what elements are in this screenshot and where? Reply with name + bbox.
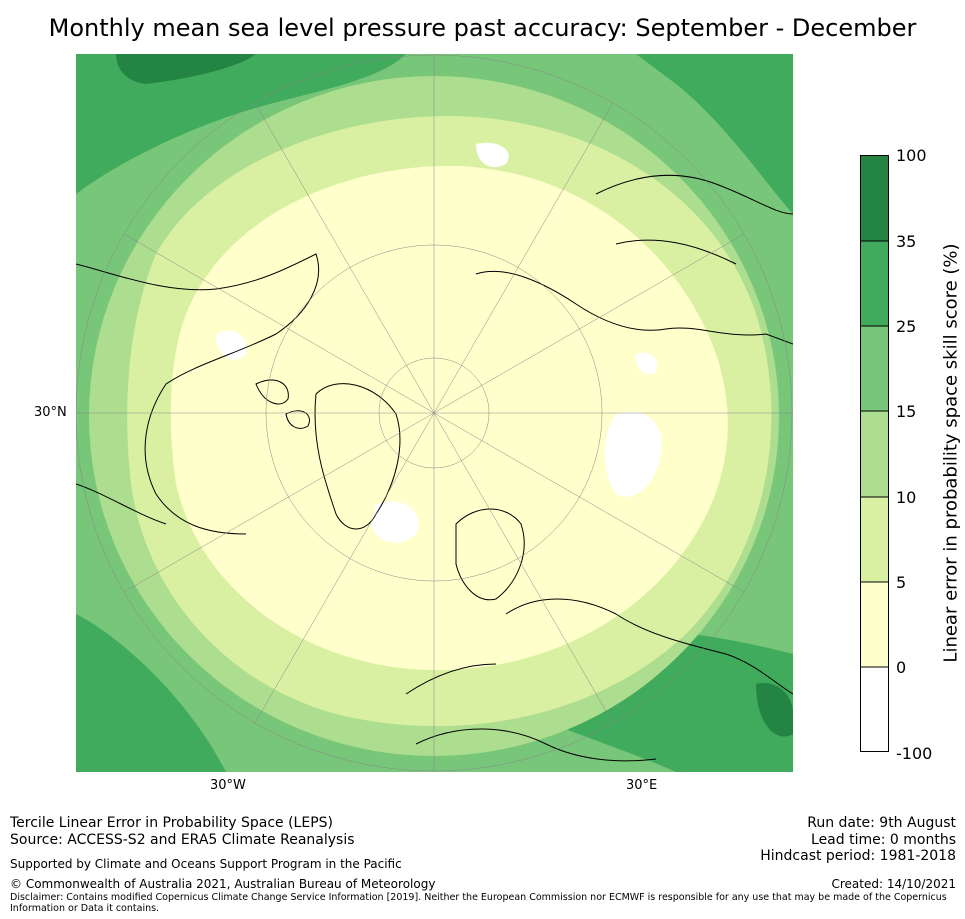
lon-label-30e: 30°E <box>626 778 658 793</box>
skill-zone-high-nw <box>76 54 406 194</box>
skill-zone-negative-1 <box>604 411 662 497</box>
support-text: Supported by Climate and Oceans Support … <box>10 857 402 871</box>
hindcast-text: Hindcast period: 1981-2018 <box>760 848 956 864</box>
skill-zone-high-ne <box>636 54 793 214</box>
colorbar-level-10-15 <box>860 411 889 497</box>
created-text: Created: 14/10/2021 <box>831 877 956 891</box>
coastline-scandinavia <box>455 508 525 601</box>
coastline-eurasia <box>405 270 793 695</box>
skill-zone-negative-4 <box>476 142 509 168</box>
colorbar-level-15-25 <box>860 326 889 411</box>
skill-zone-negative-3 <box>216 330 247 360</box>
coastline-canadian-archipelago <box>255 379 310 429</box>
colorbar-level-neg100-0 <box>860 667 889 752</box>
colorbar-title: Linear error in probability space skill … <box>940 243 962 663</box>
graticule <box>76 54 793 772</box>
chart-title: Monthly mean sea level pressure past acc… <box>48 14 917 42</box>
skill-zone-highest-se <box>756 683 793 737</box>
skill-score-map <box>76 54 793 772</box>
polar-map <box>76 54 793 772</box>
colorbar-level-0-5 <box>860 582 889 667</box>
coastline-siberia <box>595 174 793 265</box>
colorbar-level-25-35 <box>860 241 889 326</box>
skill-zone-negative-2 <box>371 501 419 543</box>
source-text: Source: ACCESS-S2 and ERA5 Climate Reana… <box>10 832 355 848</box>
colorbar-tick: 100 <box>896 146 927 165</box>
run-date-text: Run date: 9th August <box>807 815 956 831</box>
colorbar-tick: 5 <box>896 573 907 592</box>
lead-time-text: Lead time: 0 months <box>811 832 956 848</box>
colorbar <box>860 155 889 752</box>
colorbar-tick: 10 <box>896 488 917 507</box>
lat-label-30n: 30°N <box>34 405 67 420</box>
colorbar-tick: 25 <box>896 317 917 336</box>
coastlines <box>76 174 793 762</box>
disclaimer-text: Disclaimer: Contains modified Copernicus… <box>10 892 947 914</box>
colorbar-swatches <box>860 155 889 752</box>
copyright-text: © Commonwealth of Australia 2021, Austra… <box>10 877 436 891</box>
skill-zone-high-sw <box>76 614 226 772</box>
colorbar-tick: -100 <box>896 744 933 763</box>
skill-zone-lowest <box>170 165 728 671</box>
colorbar-level-35-100 <box>860 155 889 241</box>
skill-zone-highest-nw <box>116 54 256 84</box>
coastline-north-america <box>76 253 320 535</box>
skill-zone-negative-5 <box>635 352 658 375</box>
colorbar-tick: 0 <box>896 658 907 677</box>
colorbar-tick: 35 <box>896 232 917 251</box>
coastline-mediterranean <box>415 728 657 762</box>
coastline-greenland <box>314 383 401 530</box>
colorbar-tick: 15 <box>896 402 917 421</box>
colorbar-level-5-10 <box>860 497 889 582</box>
lon-label-30w: 30°W <box>210 778 246 793</box>
method-text: Tercile Linear Error in Probability Spac… <box>10 815 333 831</box>
